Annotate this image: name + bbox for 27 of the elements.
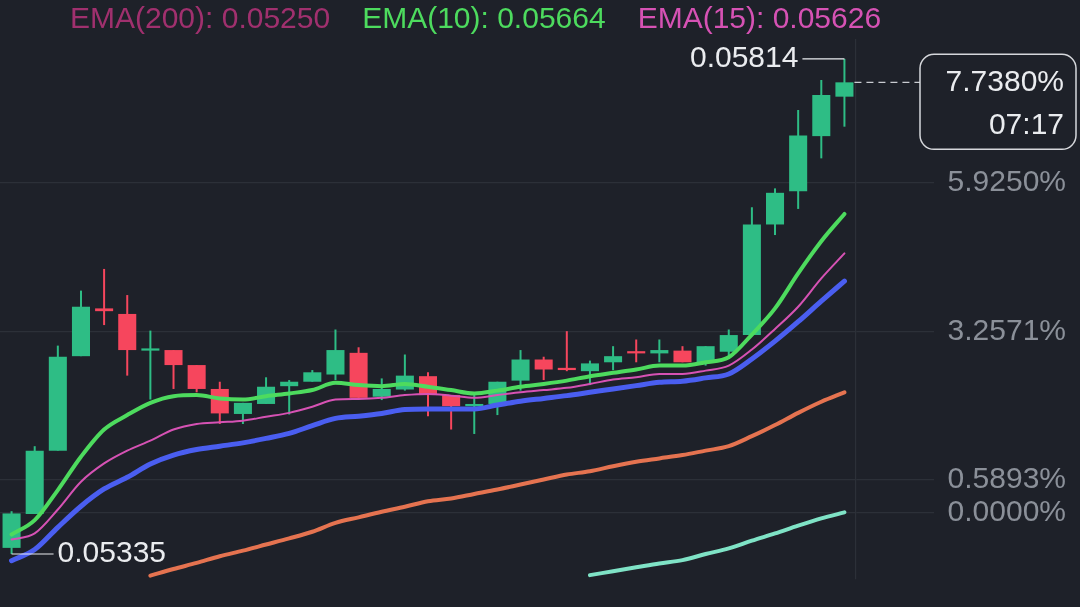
candlestick [280,379,299,416]
candlestick [187,364,206,394]
legend-label: EMA(200): 0.05250 [70,1,331,35]
candlestick [557,330,576,373]
candlestick [372,377,391,402]
candlestick [141,329,160,401]
annotation: 0.05335 [57,535,167,569]
y-tick-label: 3.2571% [947,312,1066,346]
y-tick-label: 0.5893% [947,460,1066,494]
y-tick-label: 0.0000% [947,493,1066,527]
line-series [587,510,847,578]
candlestick [604,345,623,372]
candlestick [627,338,646,364]
text: EMA(15): 0.05626 [637,1,882,35]
candlestick [534,355,553,382]
text: 07:17 [988,106,1064,140]
candlestick [164,349,183,390]
annotation: 0.05814 [689,40,799,74]
candlestick [95,267,114,327]
y-tick-label: 5.9250% [947,164,1066,198]
candlestick [465,394,484,435]
candlestick [719,328,738,358]
ref-line-label: 7.7380% [945,63,1064,97]
candlestick [511,349,530,392]
candlestick [650,338,669,364]
text: EMA(10): 0.05664 [362,1,606,35]
candlestick [835,57,854,128]
